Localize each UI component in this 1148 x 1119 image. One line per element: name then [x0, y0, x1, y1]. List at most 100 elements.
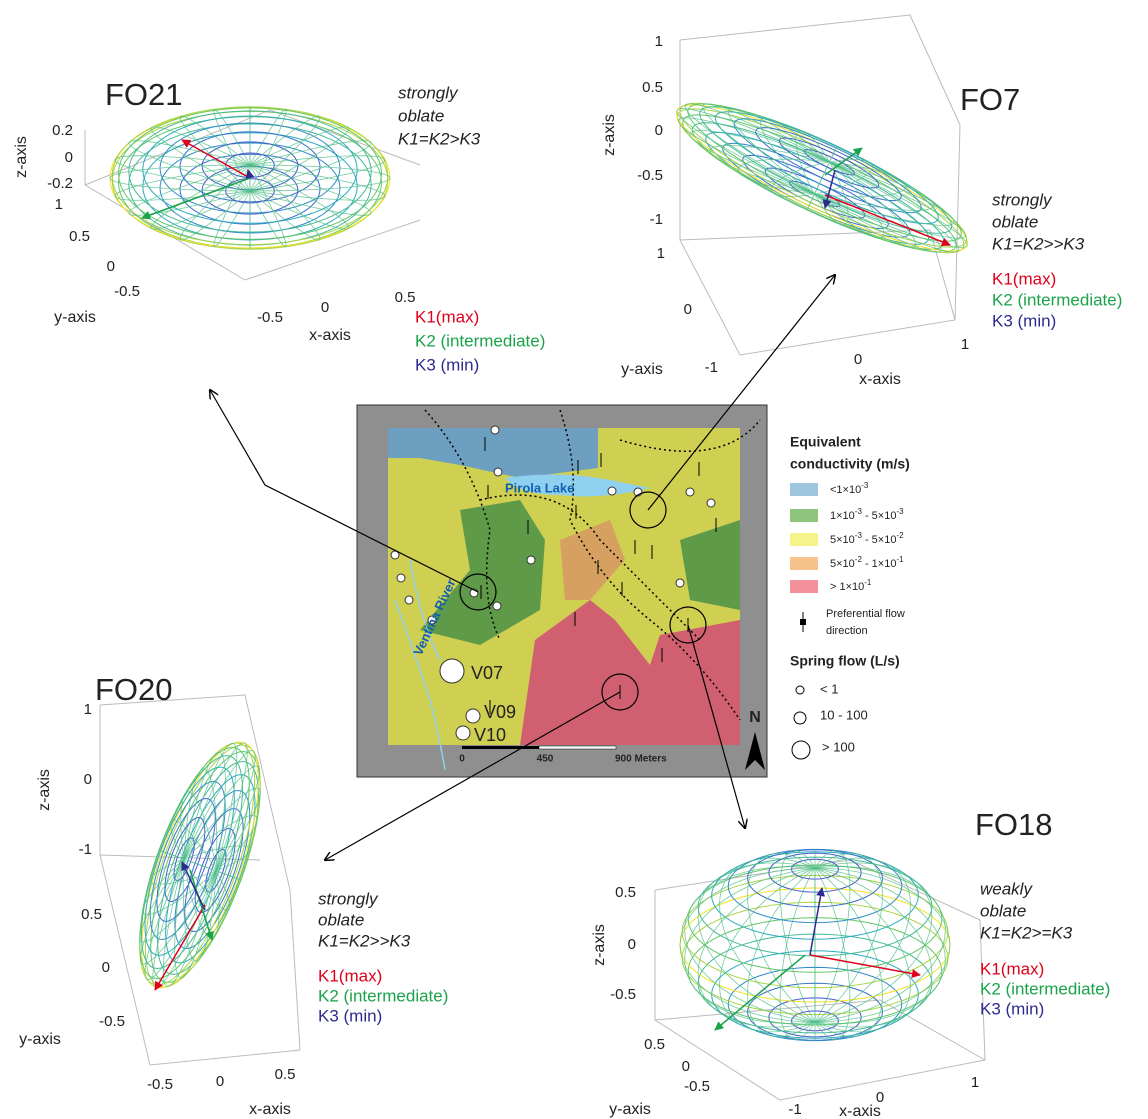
spring [405, 596, 413, 604]
panel-title: FO18 [975, 807, 1053, 842]
tick-label: 0 [107, 258, 115, 275]
tick-label: 1 [55, 196, 63, 213]
tick-label: 0 [84, 771, 92, 788]
spring [493, 602, 501, 610]
spring-label: V09 [484, 702, 516, 722]
axis-legend: K1(max) [415, 307, 479, 326]
legend-label-part: - 5×10 [862, 534, 897, 546]
legend-swatch [790, 580, 818, 593]
legend-label-part: 5×10 [830, 558, 855, 570]
spring-class: > 100 [822, 739, 855, 754]
axis-label: x-axis [309, 327, 351, 344]
tick-label: 1 [961, 336, 969, 353]
flow-label: Preferential flow [826, 608, 905, 620]
axis-legend: K3 (min) [318, 1006, 382, 1025]
tick-label: 0.5 [275, 1066, 296, 1083]
axis-label: y-axis [609, 1101, 651, 1118]
legend-label: 5×10-2 - 1×10-1 [830, 555, 904, 570]
axis-legend: K1(max) [992, 269, 1056, 288]
tick-label: -0.2 [47, 175, 73, 192]
tick-label: -0.5 [257, 309, 283, 326]
panel-title: FO7 [960, 82, 1020, 117]
shape-description: oblate [992, 212, 1038, 231]
shape-description: oblate [398, 106, 444, 125]
tick-label: 0 [628, 936, 636, 953]
tick-label: 0.5 [642, 79, 663, 96]
axis-legend: K3 (min) [992, 311, 1056, 330]
axis-label: x-axis [839, 1103, 881, 1119]
panel-title: FO21 [105, 77, 183, 112]
shape-description: K1=K2>>K3 [318, 931, 411, 950]
tick-label: -0.5 [684, 1078, 710, 1095]
spring-title: Spring flow (L/s) [790, 653, 900, 669]
spring [494, 468, 502, 476]
legend-label-part: - 5×10 [862, 510, 897, 522]
scale-label: 450 [537, 754, 554, 765]
legend-title: Equivalent [790, 434, 861, 450]
tick-label: 0.5 [395, 289, 416, 306]
tick-label: 0 [684, 301, 692, 318]
axis-legend: K2 (intermediate) [415, 331, 545, 350]
tick-label: 0 [682, 1058, 690, 1075]
axis-label: z-axis [13, 136, 30, 178]
principal-axis [810, 888, 822, 955]
legend-label-part: -2 [896, 531, 904, 540]
legend-label-part: <1×10 [830, 484, 861, 496]
legend-label-part: 5×10 [830, 534, 855, 546]
spring-class: 10 - 100 [820, 707, 868, 722]
tick-label: -0.5 [99, 1013, 125, 1030]
axis-legend: K3 (min) [980, 999, 1044, 1018]
axis-legend: K2 (intermediate) [992, 290, 1122, 309]
axis-label: y-axis [54, 309, 96, 326]
tick-label: 0.5 [69, 228, 90, 245]
shape-description: strongly [992, 190, 1053, 209]
legend-label-part: -3 [861, 481, 869, 490]
tick-label: 0 [65, 149, 73, 166]
figure: Pirola Lake Ventina River V07 V09 V10 0 … [0, 0, 1148, 1119]
legend-label: > 1×10-1 [830, 578, 872, 593]
scale-bar [462, 746, 539, 749]
axis-label: z-axis [591, 924, 608, 966]
tick-label: 0 [102, 959, 110, 976]
legend-swatch [790, 483, 818, 496]
legend-swatch [790, 533, 818, 546]
panel-title: FO20 [95, 672, 173, 707]
tick-label: -0.5 [114, 283, 140, 300]
legend-label-part: -3 [896, 507, 904, 516]
tick-label: -0.5 [147, 1076, 173, 1093]
spring [686, 488, 694, 496]
legend-label-part: - 1×10 [862, 558, 897, 570]
spring-icon [796, 686, 804, 694]
tick-label: 0 [876, 1089, 884, 1106]
scale-bar [539, 746, 616, 749]
axis-legend: K1(max) [318, 966, 382, 985]
tick-label: 1 [971, 1074, 979, 1091]
tick-label: 0.2 [52, 122, 73, 139]
spring-label: V10 [474, 725, 506, 745]
axis-label: y-axis [621, 361, 663, 378]
tick-label: 0.5 [81, 906, 102, 923]
spring-icon [794, 712, 806, 724]
legend-label-part: -1 [864, 578, 872, 587]
shape-description: strongly [318, 889, 379, 908]
tick-label: 0.5 [615, 884, 636, 901]
axis-label: x-axis [859, 371, 901, 388]
tick-label: 1 [655, 33, 663, 50]
spring [491, 426, 499, 434]
legend-label: 1×10-3 - 5×10-3 [830, 507, 904, 522]
shape-description: oblate [318, 910, 364, 929]
shape-description: weakly [980, 879, 1033, 898]
legend-label-part: 1×10 [830, 510, 855, 522]
map: Pirola Lake Ventina River V07 V09 V10 0 … [357, 405, 767, 777]
tick-label: 0 [321, 299, 329, 316]
spring [466, 709, 480, 723]
legend-label-part: > 1×10 [830, 581, 864, 593]
spring [397, 574, 405, 582]
tick-label: -0.5 [610, 986, 636, 1003]
tick-label: -1 [705, 359, 718, 376]
tick-label: 0 [216, 1073, 224, 1090]
tick-label: 0 [854, 351, 862, 368]
tick-label: 0.5 [644, 1036, 665, 1053]
shape-description: K1=K2>>K3 [992, 234, 1085, 253]
tick-label: 1 [84, 701, 92, 718]
